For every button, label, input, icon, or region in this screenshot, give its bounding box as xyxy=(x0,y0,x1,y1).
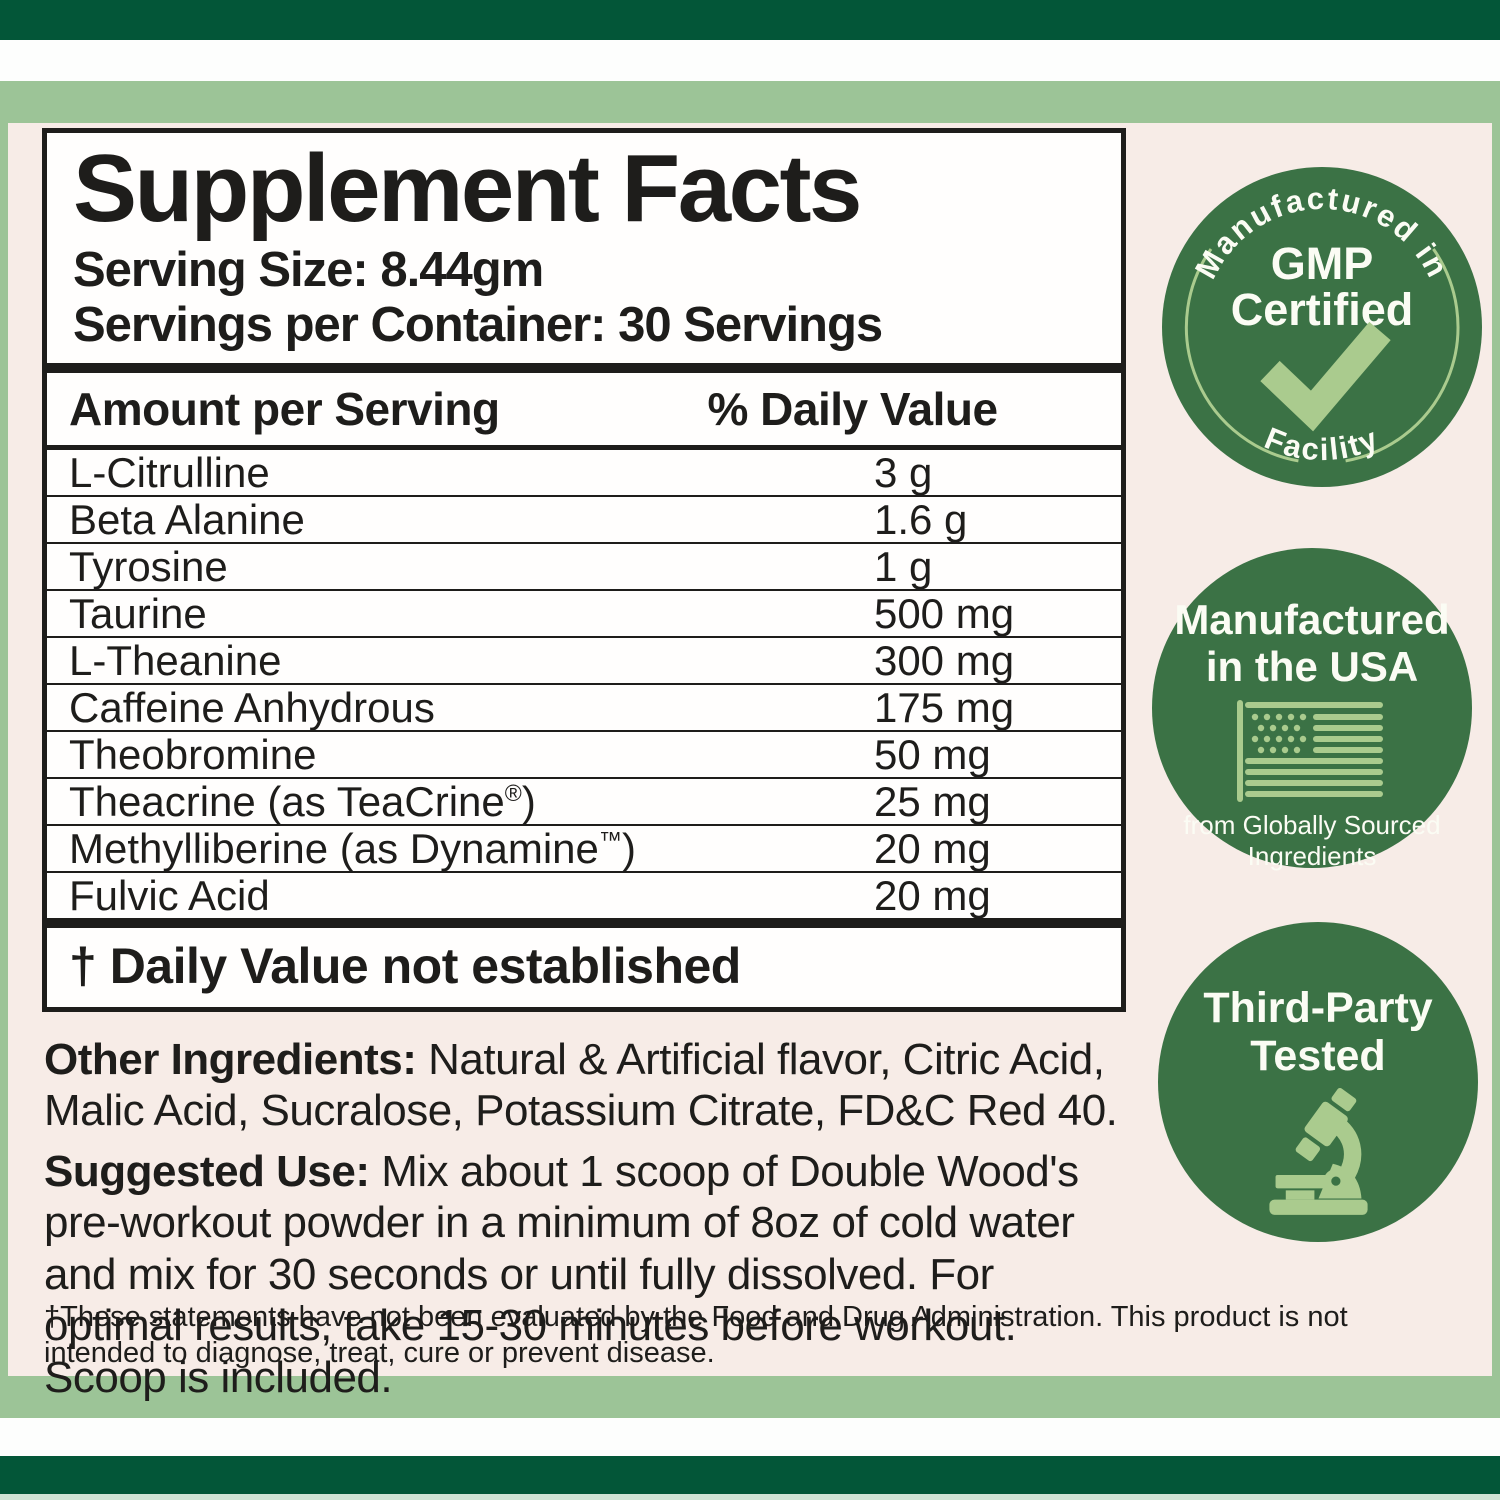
ingredient-amount: 1.6 g xyxy=(873,495,968,543)
suggested-use-label: Suggested Use: xyxy=(44,1147,370,1196)
usa-sub2: Ingredients xyxy=(1247,840,1377,871)
supplement-facts-panel: Supplement Facts Serving Size: 8.44gm Se… xyxy=(42,128,1126,1012)
suggested-use-paragraph: Suggested Use: Mix about 1 scoop of Doub… xyxy=(44,1146,1129,1403)
left-green-edge xyxy=(0,123,8,1376)
gmp-line1: GMP xyxy=(1271,238,1374,289)
gmp-certified-badge: Manufactured in GMP Certified Facility xyxy=(1162,167,1482,487)
ingredient-table: L-Citrulline 3 g Beta Alanine 1.6 g Tyrosi… xyxy=(47,450,1121,918)
ingredient-name-suffix: ) xyxy=(621,824,636,872)
usa-line2: in the USA xyxy=(1205,643,1419,691)
gmp-line2: Certified xyxy=(1231,284,1414,335)
serving-info: Serving Size: 8.44gm Servings per Contai… xyxy=(73,243,1095,353)
ingredient-name: Tyrosine xyxy=(69,542,228,590)
amount-column-header: Amount per Serving xyxy=(69,382,500,435)
top-white-band xyxy=(0,40,1500,81)
bottom-dark-green-band xyxy=(0,1456,1500,1494)
table-row: Tyrosine 1 g xyxy=(47,541,1121,590)
trademark-symbol: ® xyxy=(504,779,522,806)
trademark-symbol: ™ xyxy=(598,826,622,853)
ingredient-amount: 20 mg xyxy=(873,871,991,919)
ingredient-name: Theacrine (as TeaCrine xyxy=(69,777,505,825)
bottom-white-band xyxy=(0,1418,1500,1456)
made-in-usa-badge: Manufactured in the USA from Globally So… xyxy=(1152,548,1472,871)
table-row: L-Theanine 300 mg xyxy=(47,635,1121,684)
usa-badge-content: Manufactured in the USA from Globally So… xyxy=(1152,548,1472,871)
checkmark-icon xyxy=(1260,321,1391,432)
ingredient-amount: 300 mg xyxy=(873,636,1015,684)
ingredient-amount: 1 g xyxy=(873,542,933,590)
microscope-icon xyxy=(1268,1088,1368,1216)
ingredient-amount: 20 mg xyxy=(873,824,991,872)
ingredient-name: Caffeine Anhydrous xyxy=(69,683,435,731)
other-ingredients-text: Natural & Artificial flavor, Citric Acid… xyxy=(44,1035,1118,1136)
ingredient-name: L-Theanine xyxy=(69,636,282,684)
tested-line1: Third-Party xyxy=(1203,984,1433,1032)
ingredient-amount: 50 mg xyxy=(873,730,991,778)
facts-title: Supplement Facts xyxy=(73,135,862,242)
right-green-edge xyxy=(1492,123,1500,1376)
tested-badge-content: Third-Party Tested xyxy=(1158,922,1478,1219)
top-dark-green-band xyxy=(0,0,1500,40)
bottom-mint-band xyxy=(0,1494,1500,1500)
table-row: Theobromine 50 mg xyxy=(47,729,1121,778)
other-ingredients-paragraph: Other Ingredients: Natural & Artificial … xyxy=(44,1034,1129,1137)
ring-arc-right xyxy=(1345,248,1460,463)
daily-value-note: † Daily Value not established xyxy=(69,937,741,994)
us-flag-icon xyxy=(1237,700,1383,803)
table-header-row: Amount per Serving % Daily Value xyxy=(47,373,1121,450)
ingredient-name: L-Citrulline xyxy=(69,448,270,496)
table-row: Fulvic Acid 20 mg xyxy=(47,870,1121,919)
fda-disclaimer: †These statements have not been evaluate… xyxy=(44,1301,1348,1369)
daily-value-column-header: % Daily Value xyxy=(707,382,999,435)
table-row: Theacrine (as TeaCrine®) 25 mg xyxy=(47,776,1121,825)
table-row: Taurine 500 mg xyxy=(47,588,1121,637)
section-divider xyxy=(47,917,1121,928)
section-divider xyxy=(47,362,1121,373)
ingredient-amount: 175 mg xyxy=(873,683,1015,731)
bottom-light-green-band xyxy=(0,1376,1500,1418)
ingredient-name: Fulvic Acid xyxy=(69,871,270,919)
suggested-use-text: Mix about 1 scoop of Double Wood's pre-w… xyxy=(44,1147,1079,1402)
usa-sub1: from Globally Sourced xyxy=(1183,810,1441,841)
facts-header-section: Supplement Facts Serving Size: 8.44gm Se… xyxy=(47,133,1121,363)
ingredient-amount: 500 mg xyxy=(873,589,1015,637)
table-row: Methylliberine (as Dynamine™) 20 mg xyxy=(47,823,1121,872)
ingredient-amount: 3 g xyxy=(873,448,933,496)
servings-per-container: Servings per Container: 30 Servings xyxy=(73,297,883,352)
gmp-badge-graphic: Manufactured in GMP Certified Facility xyxy=(1184,181,1460,467)
ingredient-amount: 25 mg xyxy=(873,777,991,825)
serving-size: Serving Size: 8.44gm xyxy=(73,243,544,297)
ingredient-name: Taurine xyxy=(69,589,207,637)
table-row: Beta Alanine 1.6 g xyxy=(47,494,1121,543)
ingredient-name: Methylliberine (as Dynamine xyxy=(69,824,599,872)
table-row: L-Citrulline 3 g xyxy=(47,450,1121,495)
ingredient-name-suffix: ) xyxy=(521,777,536,825)
other-ingredients-label: Other Ingredients: xyxy=(44,1035,417,1084)
tested-line2: Tested xyxy=(1250,1032,1386,1081)
curved-text-bottom: Facility xyxy=(1260,420,1384,467)
ingredient-name: Theobromine xyxy=(69,730,317,778)
third-party-tested-badge: Third-Party Tested xyxy=(1158,922,1478,1242)
table-row: Caffeine Anhydrous 175 mg xyxy=(47,682,1121,731)
ingredient-name: Beta Alanine xyxy=(69,495,305,543)
ring-arc-left xyxy=(1184,248,1299,463)
usa-line1: Manufactured xyxy=(1174,596,1450,643)
top-light-green-band xyxy=(0,81,1500,123)
